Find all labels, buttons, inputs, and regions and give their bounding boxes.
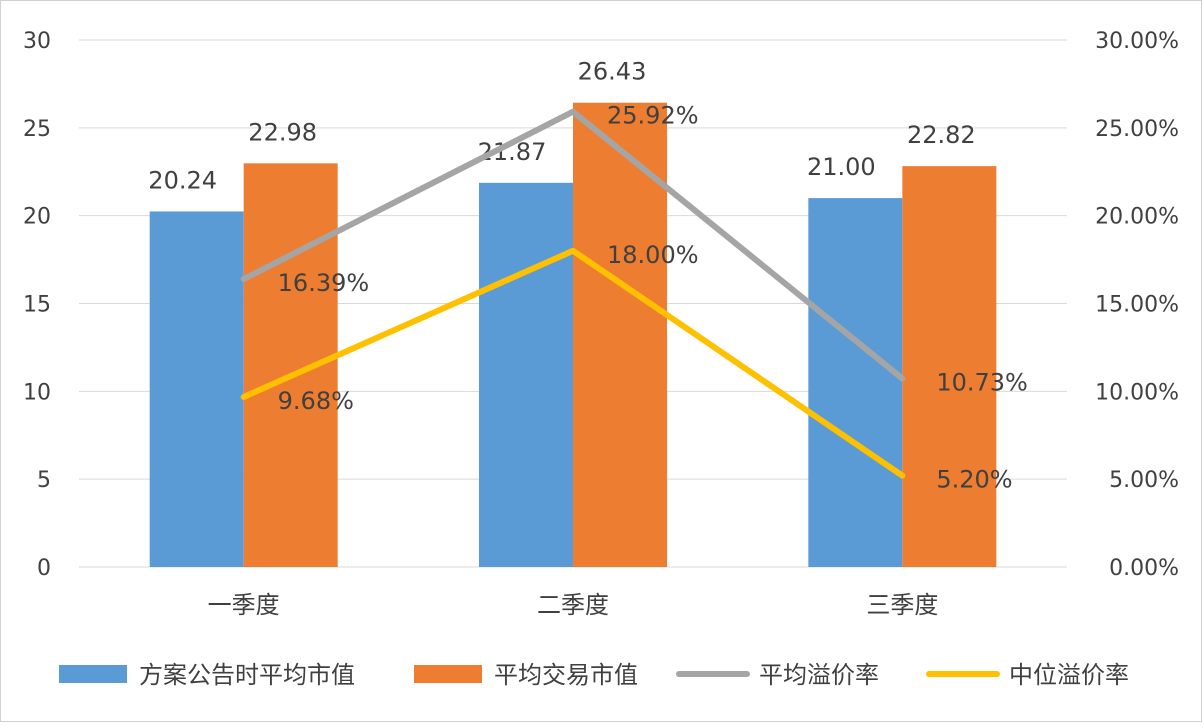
right-tick-label: 25.00% [1095, 117, 1179, 142]
right-tick-label: 10.00% [1095, 380, 1179, 405]
left-y-axis: 0 5 10 15 20 25 30 [23, 29, 51, 581]
bar-data-label: 22.82 [907, 121, 976, 149]
bar-data-label: 22.98 [248, 118, 317, 146]
bar [902, 166, 997, 567]
category-label: 三季度 [866, 591, 938, 619]
bar [808, 198, 903, 567]
legend-label: 中位溢价率 [1009, 661, 1129, 689]
legend-swatch [59, 665, 127, 683]
legend-label: 方案公告时平均市值 [139, 661, 355, 689]
left-tick-label: 10 [23, 380, 51, 405]
line-data-label: 25.92% [607, 102, 699, 130]
right-tick-label: 20.00% [1095, 205, 1179, 230]
series-line [240, 247, 906, 479]
legend-swatch [414, 665, 482, 683]
left-tick-label: 0 [37, 556, 51, 581]
left-tick-label: 30 [23, 29, 51, 54]
bar-data-label: 21.00 [807, 153, 876, 181]
line-data-labels: 16.39% 25.92% 10.73% 9.68% 18.00% 5.20% [278, 102, 1028, 494]
line-data-label: 16.39% [278, 269, 370, 297]
left-tick-label: 5 [37, 468, 51, 493]
bars [149, 102, 997, 567]
legend: 方案公告时平均市值 平均交易市值 平均溢价率 中位溢价率 [59, 661, 1129, 689]
series-line [240, 108, 906, 382]
left-tick-label: 15 [23, 293, 51, 318]
right-tick-label: 15.00% [1095, 293, 1179, 318]
category-label: 一季度 [208, 591, 280, 619]
legend-label: 平均溢价率 [759, 661, 879, 689]
left-tick-label: 20 [23, 205, 51, 230]
right-tick-label: 0.00% [1109, 556, 1179, 581]
bar [479, 182, 573, 567]
right-y-axis: 0.00% 5.00% 10.00% 15.00% 20.00% 25.00% 30.00% [1095, 29, 1179, 581]
line-data-label: 9.68% [278, 387, 354, 415]
legend-label: 平均交易市值 [494, 661, 638, 689]
x-axis-categories: 一季度 二季度 三季度 [208, 591, 939, 619]
line-data-label: 5.20% [936, 466, 1012, 494]
bar-data-label: 20.24 [148, 166, 217, 194]
bar-data-label: 26.43 [578, 58, 647, 86]
bar [243, 163, 338, 567]
lines [240, 108, 906, 479]
line-data-label: 18.00% [607, 241, 699, 269]
bar [573, 102, 667, 567]
line-data-label: 10.73% [936, 369, 1028, 397]
category-label: 二季度 [537, 591, 609, 619]
left-tick-label: 25 [23, 117, 51, 142]
right-tick-label: 30.00% [1095, 29, 1179, 54]
right-tick-label: 5.00% [1109, 468, 1179, 493]
bar [149, 211, 244, 567]
